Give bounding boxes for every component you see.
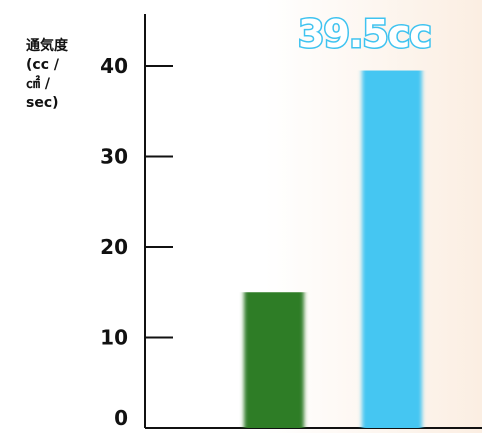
y-tick-label: 30 [100, 145, 128, 169]
y-tick-label: 20 [100, 235, 128, 259]
y-tick-label: 10 [100, 326, 128, 350]
y-tick-label: 0 [114, 406, 128, 430]
y-tick-label: 40 [100, 54, 128, 78]
y-axis-label: 通気度 (cc / ㎠ / sec) [26, 38, 68, 111]
bar-1 [244, 292, 304, 428]
value-callout: 39.5cc [297, 11, 434, 58]
bar-2 [362, 70, 422, 429]
